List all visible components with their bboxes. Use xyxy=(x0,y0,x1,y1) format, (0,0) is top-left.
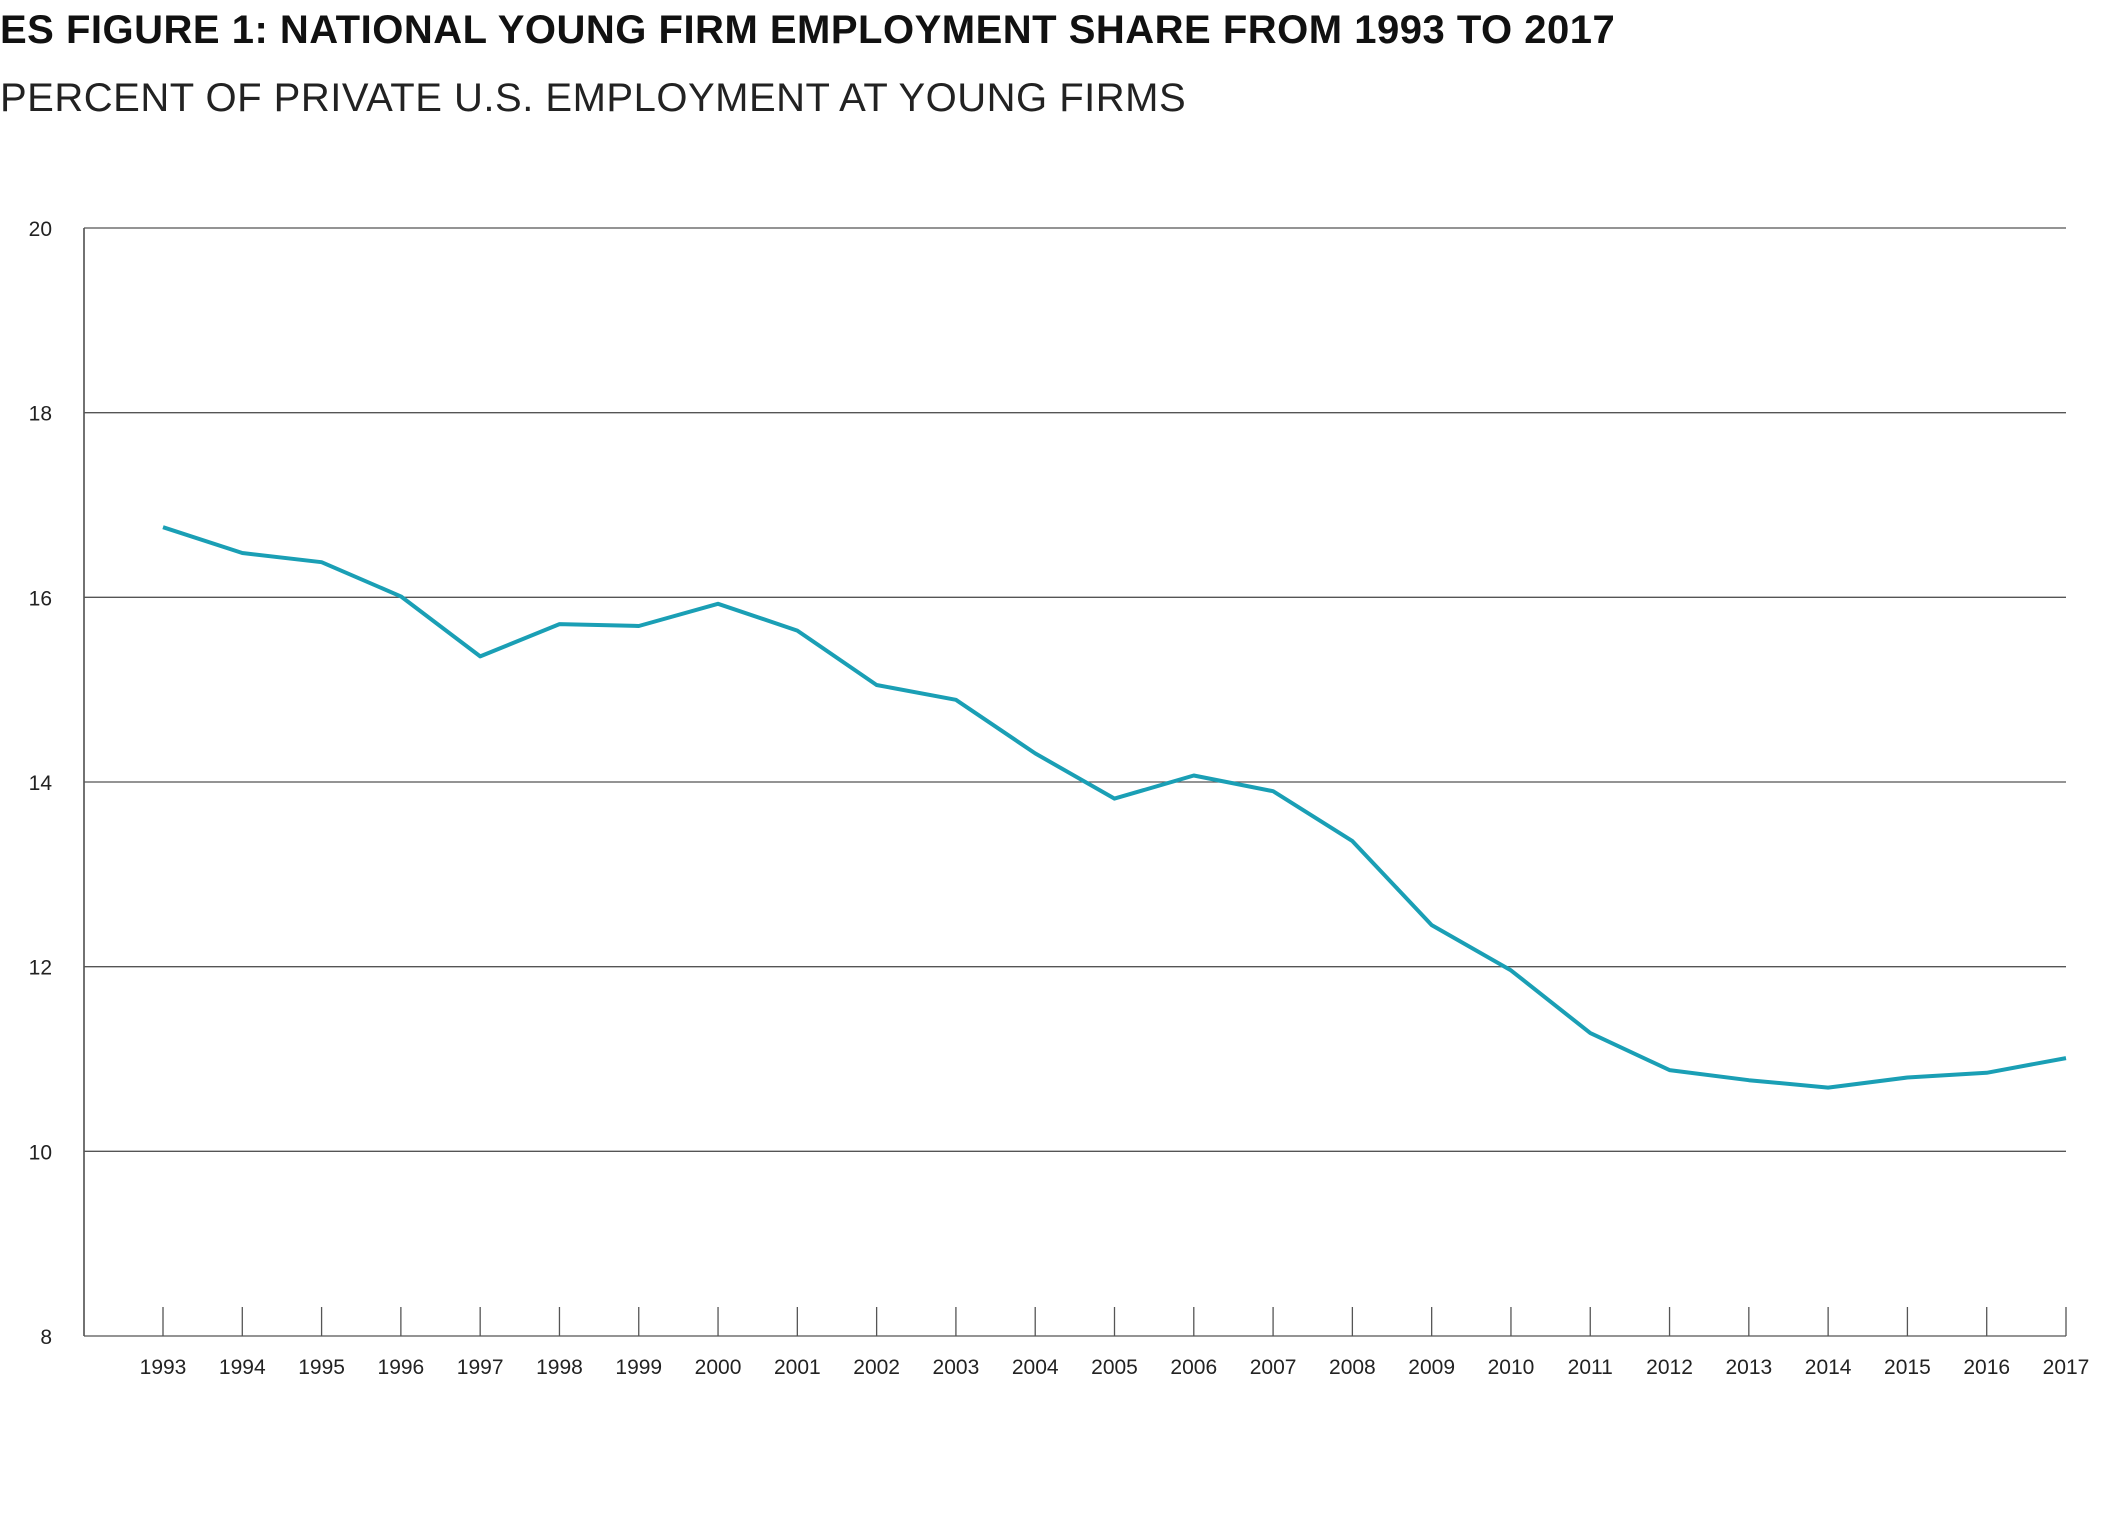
x-tick-label: 2004 xyxy=(1012,1356,1059,1379)
y-tick-label: 20 xyxy=(29,218,52,241)
x-tick-label: 2002 xyxy=(853,1356,900,1379)
x-tick-label: 1998 xyxy=(536,1356,583,1379)
x-tick-label: 1993 xyxy=(140,1356,187,1379)
x-tick-label: 2015 xyxy=(1884,1356,1931,1379)
x-tick-label: 2017 xyxy=(2043,1356,2090,1379)
x-tick-label: 2001 xyxy=(774,1356,821,1379)
y-tick-label: 14 xyxy=(29,772,53,795)
y-tick-label: 10 xyxy=(29,1141,52,1164)
x-tick-label: 2006 xyxy=(1170,1356,1217,1379)
x-tick-label: 2003 xyxy=(933,1356,980,1379)
x-tick-label: 2014 xyxy=(1805,1356,1852,1379)
x-tick-label: 2011 xyxy=(1568,1356,1613,1379)
x-tick-label: 2005 xyxy=(1091,1356,1138,1379)
x-tick-label: 2007 xyxy=(1250,1356,1297,1379)
y-tick-label: 18 xyxy=(29,403,52,426)
x-tick-label: 2010 xyxy=(1488,1356,1535,1379)
x-tick-label: 2008 xyxy=(1329,1356,1376,1379)
x-tick-label: 1996 xyxy=(378,1356,425,1379)
x-tick-label: 2009 xyxy=(1408,1356,1455,1379)
chart-subtitle: PERCENT OF PRIVATE U.S. EMPLOYMENT AT YO… xyxy=(0,76,1187,120)
x-tick-label: 2000 xyxy=(695,1356,742,1379)
series-line xyxy=(162,525,2067,1090)
x-tick-label: 2016 xyxy=(1963,1356,2010,1379)
y-tick-label: 12 xyxy=(29,957,52,980)
x-tick-label: 1994 xyxy=(219,1356,266,1379)
x-tick-label: 1995 xyxy=(298,1356,345,1379)
x-tick-label: 1999 xyxy=(615,1356,662,1379)
chart-title: ES FIGURE 1: NATIONAL YOUNG FIRM EMPLOYM… xyxy=(0,8,1616,52)
y-tick-label: 16 xyxy=(29,587,52,610)
x-tick-label: 1997 xyxy=(457,1356,504,1379)
x-tick-label: 2013 xyxy=(1725,1356,1772,1379)
x-tick-label: 2012 xyxy=(1646,1356,1693,1379)
y-tick-label: 8 xyxy=(40,1326,52,1349)
